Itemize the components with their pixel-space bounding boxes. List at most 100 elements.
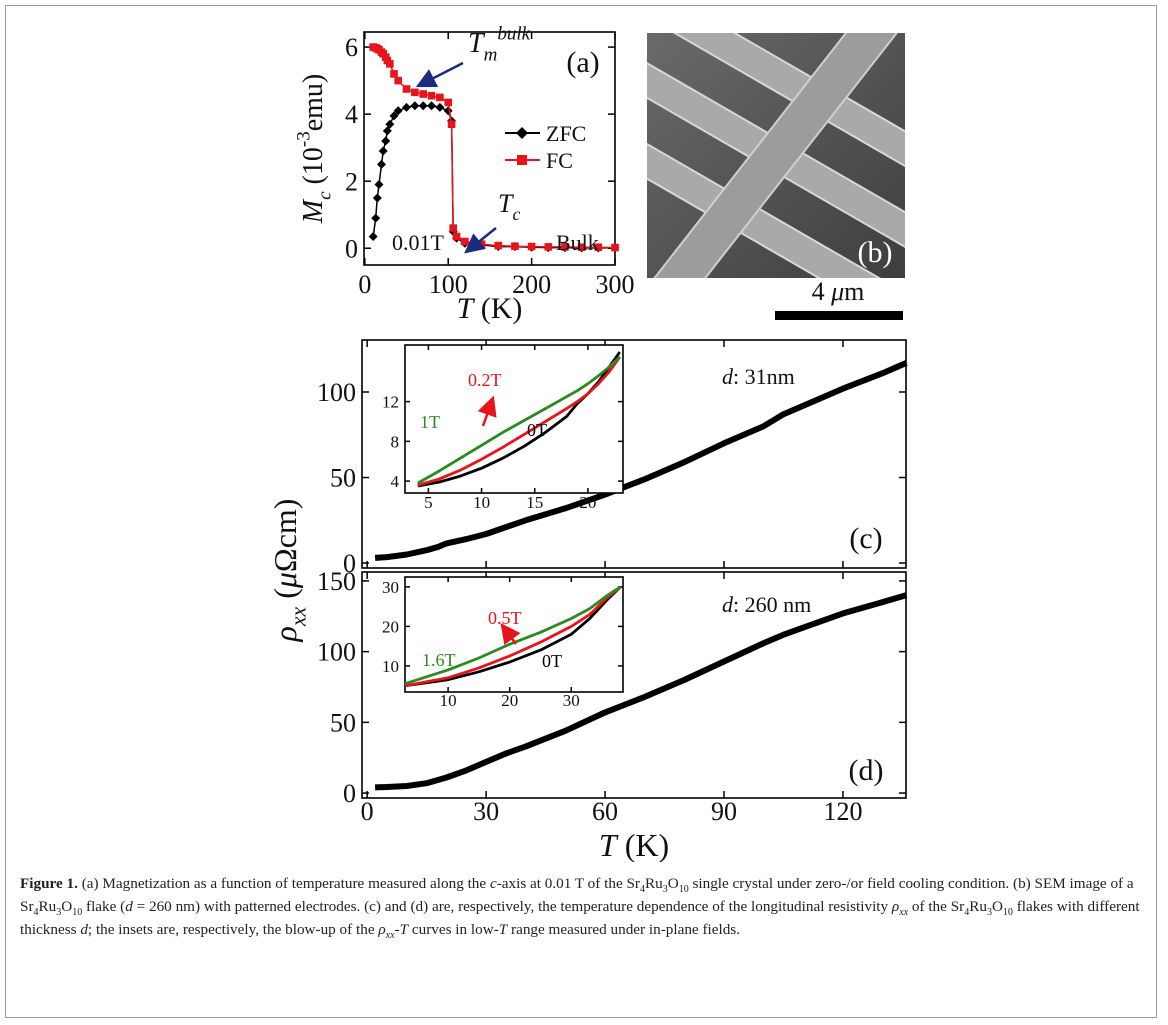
data-point: [461, 237, 469, 246]
y-tick-label: 100: [317, 378, 356, 407]
data-point: [436, 93, 444, 102]
x-tick-label: 0: [358, 270, 371, 299]
data-line: [417, 356, 621, 487]
data-point: [394, 76, 402, 85]
x-tick-label: 30: [473, 797, 499, 826]
x-tick-label: 30: [563, 691, 580, 710]
y-tick-label: 8: [391, 432, 400, 451]
y-tick-label: 4: [391, 472, 400, 491]
x-tick-label: 0: [361, 797, 374, 826]
caption-run: flake (: [82, 898, 126, 915]
caption-run: Ru: [38, 898, 57, 915]
text-run: : 260 nm: [733, 592, 811, 617]
data-point: [372, 193, 382, 203]
caption-run: Ru: [644, 875, 663, 892]
legend-label: ZFC: [546, 121, 586, 146]
caption-run: d: [125, 898, 133, 915]
data-line: [374, 360, 908, 561]
annotation: d: 260 nm: [722, 592, 811, 617]
arrow: [477, 395, 497, 427]
caption-run: range measured under in-plane fields.: [507, 921, 740, 938]
series-label: 0.5T: [488, 608, 522, 628]
arrow: [500, 622, 521, 646]
caption-run: 10: [678, 884, 689, 896]
caption-run: -axis at 0.01 T of the Sr: [496, 875, 640, 892]
panel-label: (d): [849, 754, 884, 787]
data-point: [386, 60, 394, 68]
series-label: 0.2T: [468, 370, 502, 390]
caption-run: 4: [639, 884, 645, 896]
data-point: [561, 243, 569, 251]
caption: Figure 1. (a) Magnetization as a functio…: [20, 872, 1145, 941]
data-point: [374, 180, 384, 190]
data-point: [385, 119, 395, 129]
data-line: [404, 585, 622, 688]
figure-frame: [5, 5, 1157, 1018]
text-run: T: [498, 189, 514, 218]
text-run: (: [267, 588, 303, 607]
axis-title: T (K): [457, 292, 523, 325]
data-point: [410, 101, 420, 111]
data-point: [427, 101, 437, 111]
data-point: [389, 111, 399, 121]
annotation: d: 31nm: [722, 364, 795, 389]
data-point: [390, 70, 398, 78]
data-point: [377, 159, 387, 169]
text-run: μ: [830, 277, 844, 306]
caption-run: flakes with different thickness: [20, 898, 1140, 938]
data-point: [447, 120, 456, 128]
data-line: [404, 585, 622, 686]
series-label: 1.6T: [422, 650, 456, 670]
legend-label: FC: [546, 148, 573, 173]
text-run: T: [468, 28, 486, 59]
text-run: emu): [298, 74, 329, 132]
text-run: c: [512, 204, 520, 224]
annotation: Tmbulk: [468, 23, 531, 65]
caption-run: T: [498, 921, 508, 938]
text-run: (K): [473, 292, 522, 325]
data-line: [404, 585, 622, 688]
x-tick-label: 15: [526, 493, 543, 512]
text-run: m: [484, 44, 498, 65]
caption-run: 10: [72, 907, 83, 919]
caption-run: = 260 nm) with patterned electrodes. (c)…: [132, 898, 892, 915]
text-run: μ: [267, 572, 303, 589]
data-point: [378, 146, 388, 156]
data-point: [418, 101, 428, 111]
data-point: [527, 242, 536, 251]
data-point: [427, 91, 436, 100]
caption-run: 3: [662, 884, 668, 896]
annotation: Tc: [498, 189, 520, 224]
text-run: 4: [812, 277, 832, 306]
caption-run: 3: [56, 907, 62, 919]
y-tick-label: 10: [382, 657, 399, 676]
caption-run: O: [667, 875, 679, 892]
data-point: [544, 243, 553, 251]
data-line: [374, 592, 908, 791]
caption-run: -: [394, 921, 400, 938]
caption-run: (a) Magnetization as a function of tempe…: [77, 875, 490, 892]
y-tick-label: 20: [382, 617, 399, 636]
caption-run: of the Sr: [908, 898, 965, 915]
x-tick-label: 120: [823, 797, 862, 826]
y-tick-label: 0: [345, 234, 358, 263]
text-run: c: [314, 191, 335, 200]
scale-bar: [775, 311, 903, 320]
text-run: : 31nm: [733, 364, 795, 389]
caption-run: T: [399, 921, 409, 938]
text-run: m: [844, 277, 864, 306]
data-line: [417, 355, 621, 485]
x-tick-label: 60: [592, 797, 618, 826]
caption-run: ρ: [891, 898, 900, 915]
data-point: [382, 126, 392, 136]
caption-run: 3: [986, 907, 992, 919]
axis-title: T (K): [599, 827, 669, 862]
text-run: (10: [298, 147, 329, 191]
series-label: 0T: [527, 420, 547, 440]
caption-run: curves in low-: [408, 921, 499, 938]
data-point: [419, 90, 428, 98]
data-point: [611, 243, 619, 252]
y-tick-label: 12: [382, 393, 399, 412]
caption-run: 4: [33, 907, 39, 919]
text-run: d: [722, 364, 734, 389]
